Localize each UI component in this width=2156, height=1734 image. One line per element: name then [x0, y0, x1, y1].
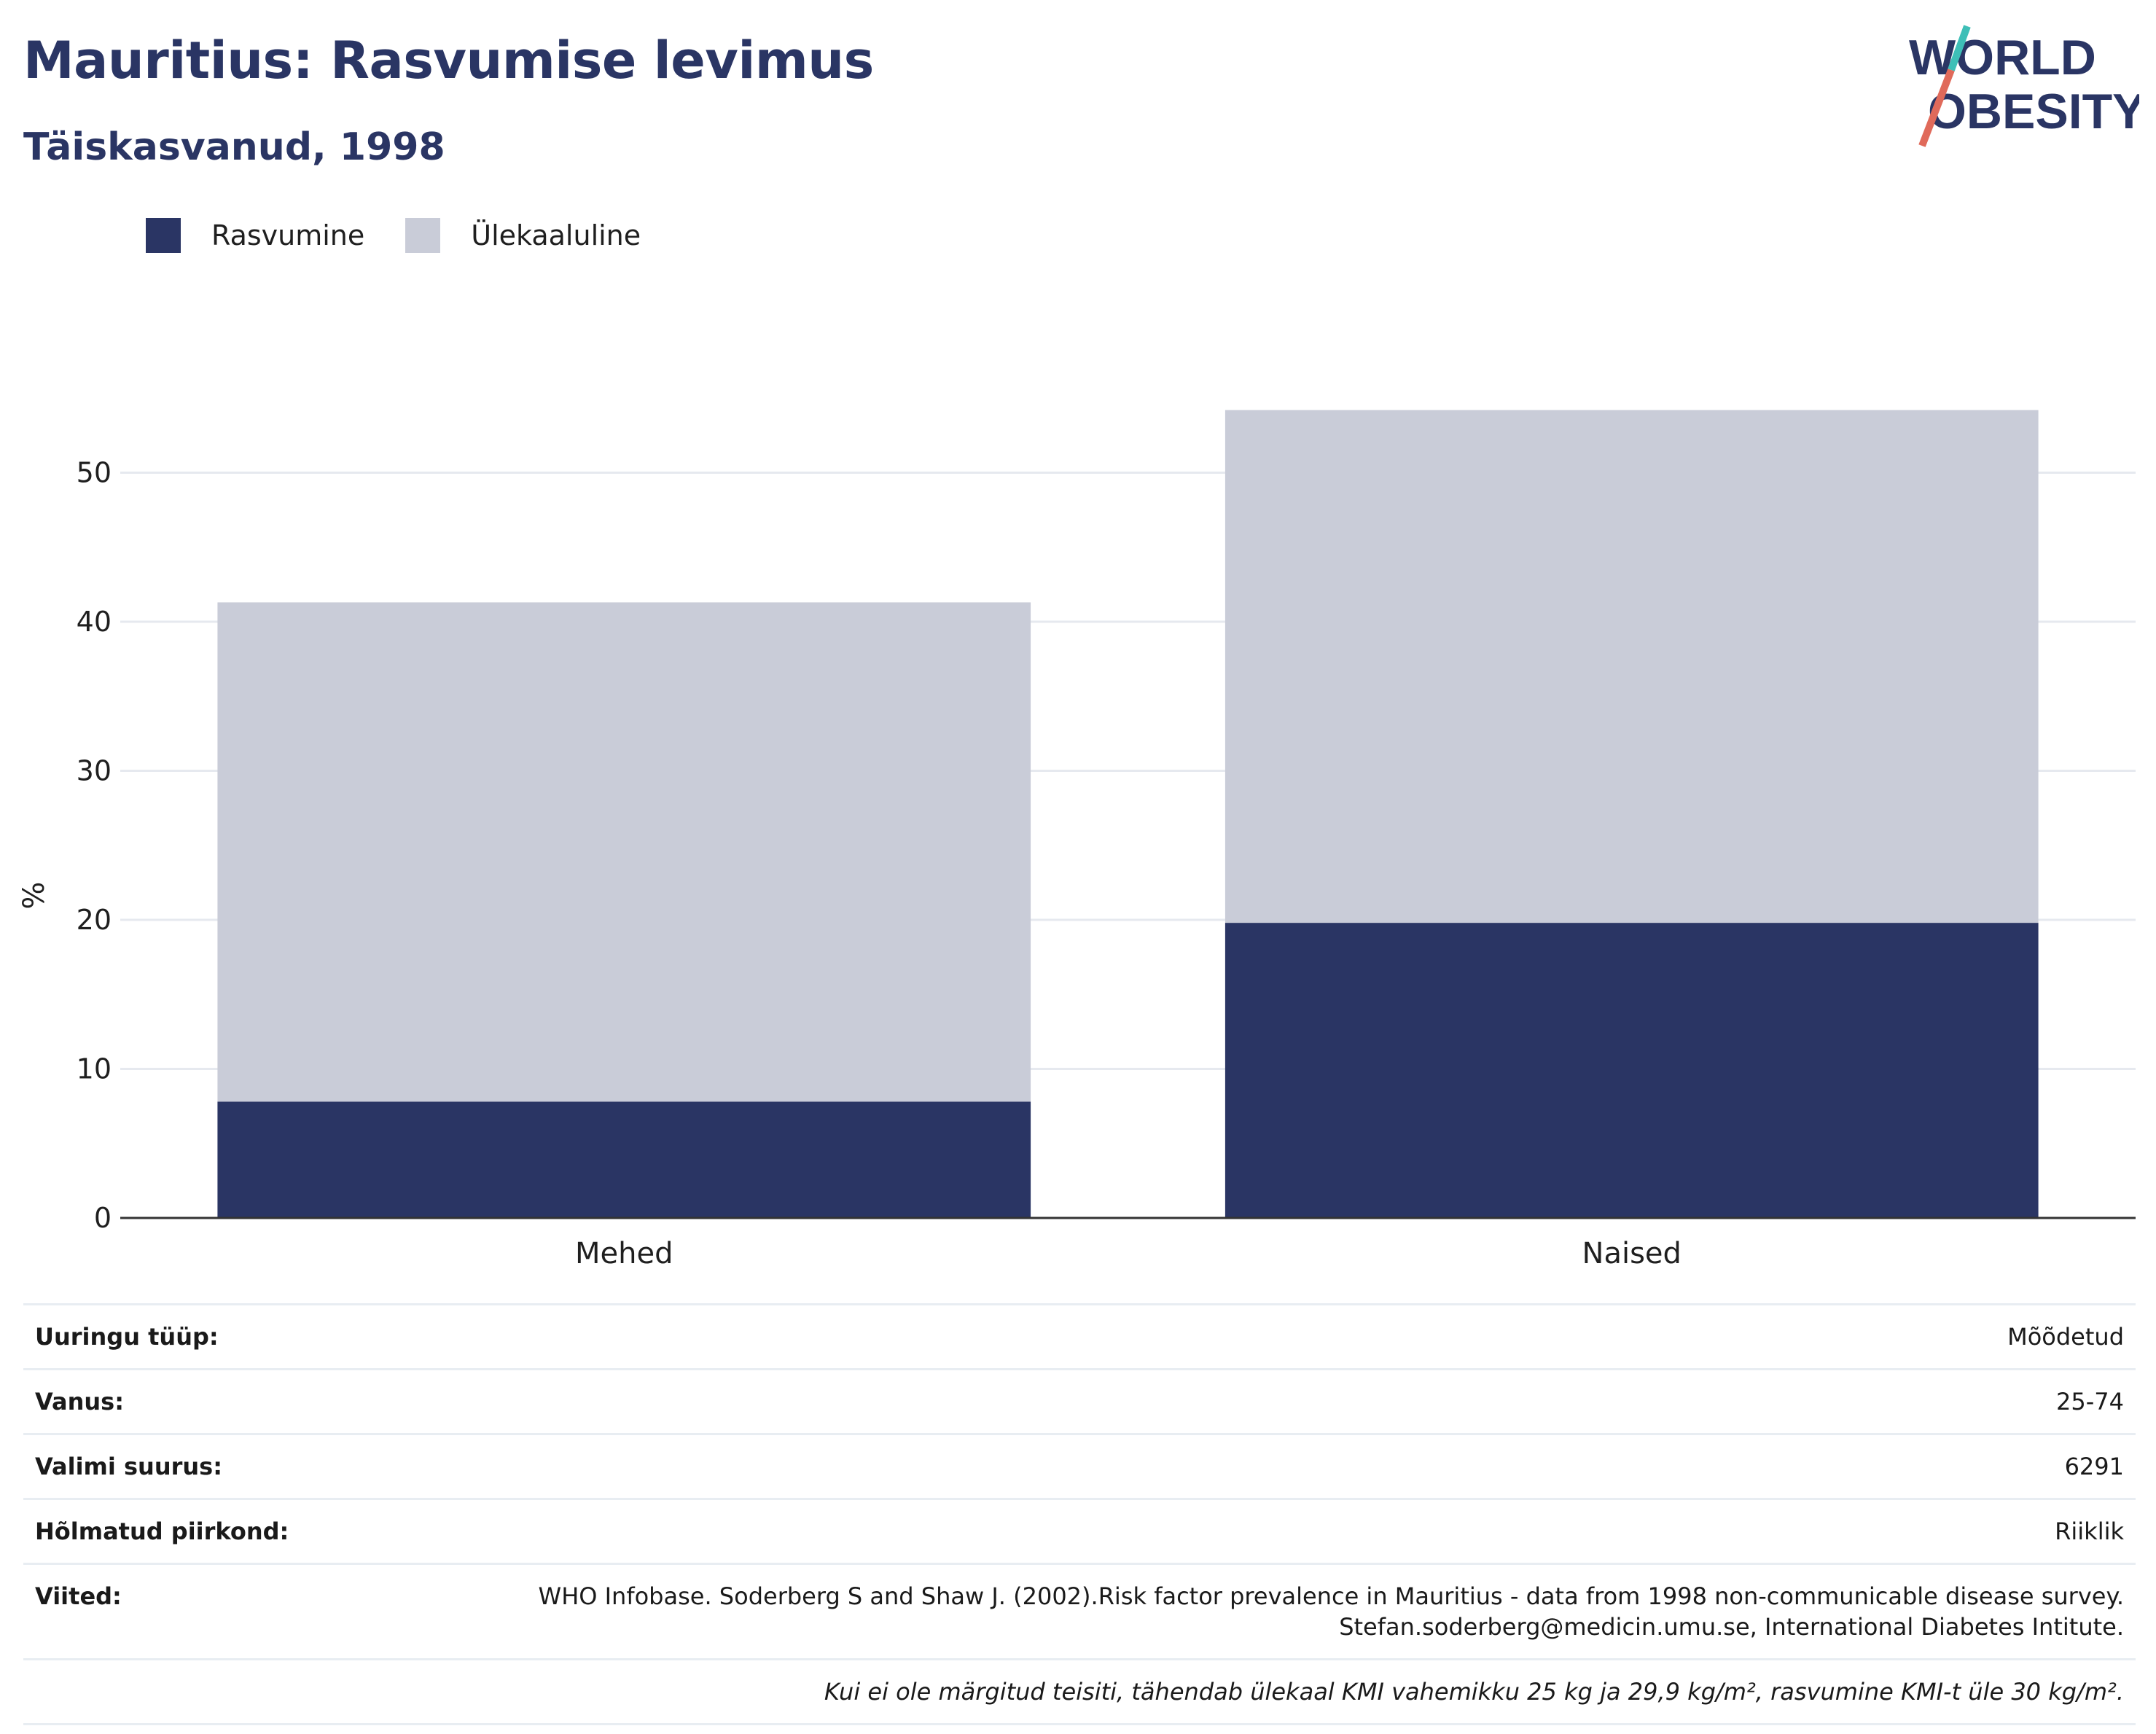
- info-row-references: Viited: WHO Infobase. Soderberg S and Sh…: [23, 1563, 2136, 1660]
- bar-obesity-mehed: [217, 1101, 1031, 1218]
- info-value: Mõõdetud: [333, 1303, 2136, 1370]
- info-row-area: Hõlmatud piirkond: Riiklik: [23, 1498, 2136, 1564]
- info-row-survey-type: Uuringu tüüp: Mõõdetud: [23, 1303, 2136, 1370]
- legend-label-obesity: Rasvumine: [211, 219, 365, 251]
- page-subtitle: Täiskasvanud, 1998: [23, 125, 445, 169]
- reference-line-1: WHO Infobase. Soderberg S and Shaw J. (2…: [538, 1582, 2124, 1610]
- y-axis-label: %: [17, 882, 51, 910]
- info-label: Valimi suurus:: [23, 1433, 334, 1499]
- info-label: Viited:: [23, 1563, 334, 1660]
- legend-swatch-overweight: [405, 218, 441, 253]
- x-tick-label: Naised: [1582, 1237, 1682, 1270]
- logo-slash-teal: [1948, 25, 1971, 71]
- survey-info-table: Uuringu tüüp: Mõõdetud Vanus: 25-74 Vali…: [23, 1303, 2136, 1725]
- legend-label-overweight: Ülekaaluline: [471, 219, 641, 251]
- info-value: Riiklik: [333, 1498, 2136, 1564]
- info-value: 25-74: [333, 1368, 2136, 1434]
- y-tick-label: 20: [77, 904, 112, 936]
- y-tick-label: 0: [94, 1202, 112, 1234]
- legend-item-obesity[interactable]: Rasvumine: [146, 218, 364, 253]
- bar-chart: 0 10 20 30 40 50% Mehed Naised: [17, 410, 2136, 1270]
- info-row-note: Kui ei ole märgitud teisiti, tähendab ül…: [23, 1658, 2136, 1725]
- definition-note: Kui ei ole märgitud teisiti, tähendab ül…: [333, 1658, 2136, 1725]
- logo-text-world: WORLD: [1909, 30, 2096, 85]
- x-tick-label: Mehed: [575, 1237, 673, 1270]
- y-tick-label: 10: [77, 1053, 112, 1085]
- info-row-age: Vanus: 25-74: [23, 1368, 2136, 1434]
- chart-legend: Rasvumine Ülekaaluline: [146, 217, 681, 254]
- info-value: 6291: [333, 1433, 2136, 1499]
- info-row-sample-size: Valimi suurus: 6291: [23, 1433, 2136, 1499]
- legend-item-overweight[interactable]: Ülekaaluline: [405, 218, 641, 253]
- world-obesity-logo: WORLD OBESITY: [1909, 25, 2139, 147]
- bar-overweight-naised: [1225, 410, 2039, 923]
- logo-text-obesity: OBESITY: [1928, 84, 2139, 139]
- bar-obesity-naised: [1225, 923, 2039, 1218]
- reference-line-2: Stefan.soderberg@medicin.umu.se, Interna…: [1339, 1613, 2124, 1641]
- info-label: Vanus:: [23, 1368, 334, 1434]
- legend-swatch-obesity: [146, 218, 181, 253]
- y-tick-label: 30: [77, 755, 112, 787]
- info-label: Uuringu tüüp:: [23, 1303, 334, 1370]
- info-value: WHO Infobase. Soderberg S and Shaw J. (2…: [333, 1563, 2136, 1660]
- info-label: Hõlmatud piirkond:: [23, 1498, 334, 1564]
- page-title: Mauritius: Rasvumise levimus: [23, 31, 874, 90]
- y-tick-label: 40: [77, 606, 112, 638]
- logo-slash-coral: [1918, 69, 1955, 147]
- y-tick-label: 50: [77, 457, 112, 489]
- bar-overweight-mehed: [217, 602, 1031, 1102]
